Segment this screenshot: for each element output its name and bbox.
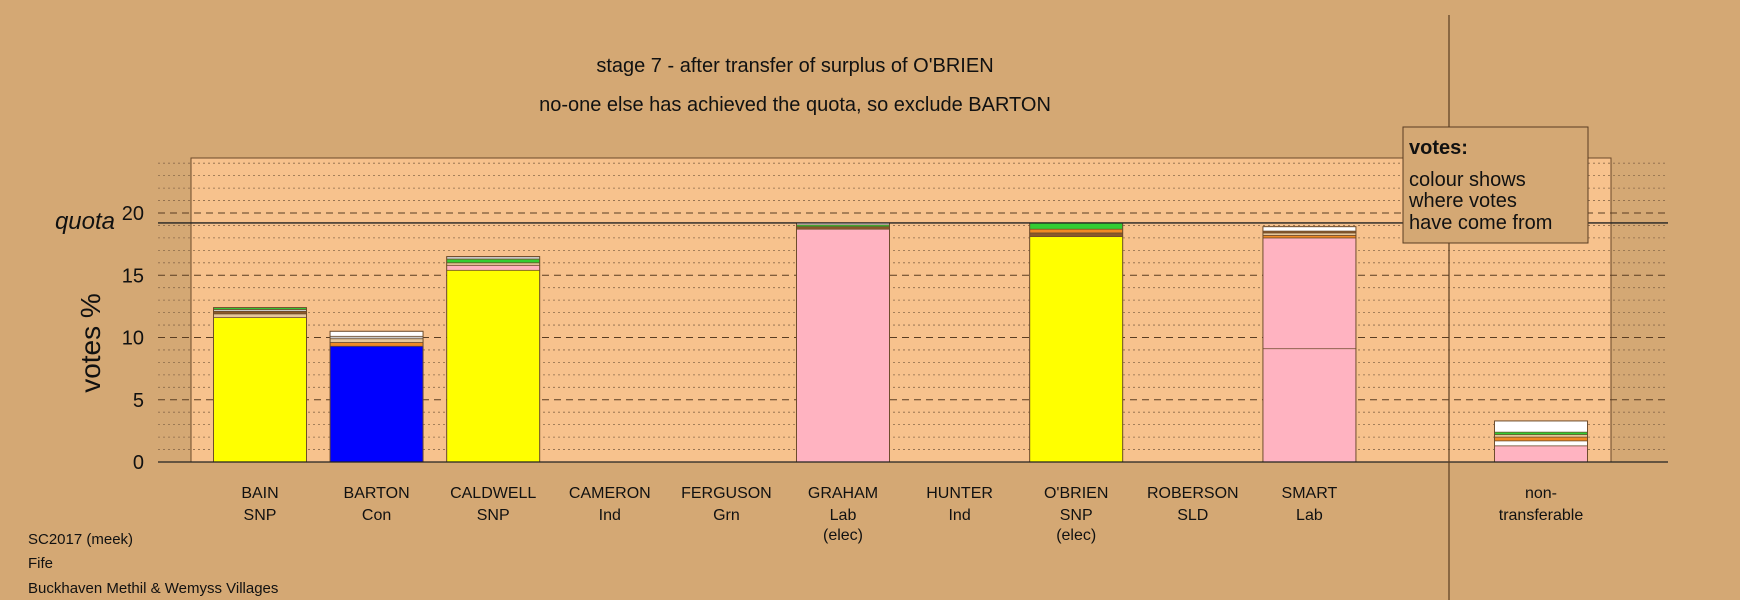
x-tick-label-name: GRAHAM <box>808 485 878 502</box>
footer-line-1: SC2017 (meek) <box>28 531 133 548</box>
nontransferable-segment <box>1494 431 1588 435</box>
x-tick-label-party: Ind <box>599 507 621 524</box>
nontransferable-segment <box>1494 420 1588 433</box>
y-tick-label: 0 <box>133 452 144 474</box>
bar-segment <box>1262 348 1357 463</box>
nontransferable-segment <box>1494 440 1588 447</box>
x-tick-label-party: SNP <box>1060 507 1093 524</box>
bar-segment <box>1262 235 1357 239</box>
bar-segment <box>329 345 424 463</box>
x-tick-label-name: ROBERSON <box>1147 485 1239 502</box>
y-tick-label: 5 <box>133 390 144 412</box>
x-tick-label-nontransferable-2: transferable <box>1499 507 1584 524</box>
bar-segment <box>446 258 541 264</box>
x-tick-label-status: (elec) <box>823 527 863 544</box>
bar-segment <box>1262 232 1357 236</box>
x-tick-labels: BAIN SNP BARTON Con CALDWELL SNP CAMERON Ind FER… <box>241 485 1583 544</box>
bar-segment <box>796 226 890 230</box>
legend: votes: colour shows where votes have com… <box>1402 126 1589 244</box>
footer-line-2: Fife <box>28 555 53 572</box>
bar-segment <box>329 335 424 340</box>
x-tick-label-party: Con <box>362 507 391 524</box>
bar-segment <box>1029 236 1124 463</box>
chart-title: stage 7 - after transfer of surplus of O… <box>596 55 993 77</box>
x-tick-label-name: BAIN <box>241 485 278 502</box>
x-tick-label-status: (elec) <box>1056 527 1096 544</box>
x-tick-label-name: BARTON <box>344 485 410 502</box>
x-tick-label-party: SLD <box>1177 507 1208 524</box>
bar-segment <box>1029 222 1124 230</box>
chart-subtitle: no-one else has achieved the quota, so e… <box>539 94 1051 116</box>
y-tick-label: 10 <box>122 328 144 350</box>
x-tick-label-name: CALDWELL <box>450 485 536 502</box>
nontransferable-segment <box>1494 434 1588 438</box>
bar-segment <box>213 313 307 318</box>
bar-segment <box>1262 237 1357 350</box>
legend-line-2: where votes <box>1408 190 1517 212</box>
legend-box <box>1402 126 1589 244</box>
legend-line-3: have come from <box>1409 212 1552 234</box>
x-tick-label-nontransferable-1: non- <box>1525 485 1557 502</box>
nontransferable-segment <box>1494 436 1588 442</box>
y-axis-label: votes % <box>75 293 106 393</box>
legend-line-1: colour shows <box>1409 169 1526 191</box>
bar-segment <box>446 262 541 266</box>
y-tick-label: 20 <box>122 203 144 225</box>
footer-line-3: Buckhaven Methil & Wemyss Villages <box>28 580 278 597</box>
legend-title: votes: <box>1409 137 1468 159</box>
x-tick-label-party: SNP <box>477 507 510 524</box>
x-tick-label-party: Lab <box>830 507 857 524</box>
bar-segment <box>796 228 890 463</box>
x-tick-label-party: Ind <box>948 507 970 524</box>
nontransferable-segment <box>1494 445 1588 463</box>
bar-segment <box>1029 228 1124 234</box>
x-tick-label-party: Lab <box>1296 507 1323 524</box>
bar-segment <box>213 311 307 315</box>
x-tick-label-name: HUNTER <box>926 485 993 502</box>
plot-area <box>190 157 1612 463</box>
bar-segment <box>1029 232 1124 238</box>
quota-label: quota <box>55 208 115 235</box>
bar-segment <box>329 342 424 347</box>
bar-segment <box>213 317 307 463</box>
bar-segment <box>329 330 424 337</box>
bar-segment <box>446 264 541 271</box>
bar-segment <box>329 338 424 343</box>
x-tick-label-party: Grn <box>713 507 740 524</box>
x-tick-label-name: SMART <box>1282 485 1338 502</box>
y-tick-label: 15 <box>122 265 144 287</box>
x-tick-label-name: O'BRIEN <box>1044 485 1108 502</box>
x-tick-label-name: FERGUSON <box>681 485 772 502</box>
bar-segment <box>446 269 541 463</box>
x-tick-label-party: SNP <box>244 507 277 524</box>
bars <box>213 222 1588 463</box>
bar-segment <box>1262 226 1357 232</box>
x-tick-label-name: CAMERON <box>569 485 651 502</box>
